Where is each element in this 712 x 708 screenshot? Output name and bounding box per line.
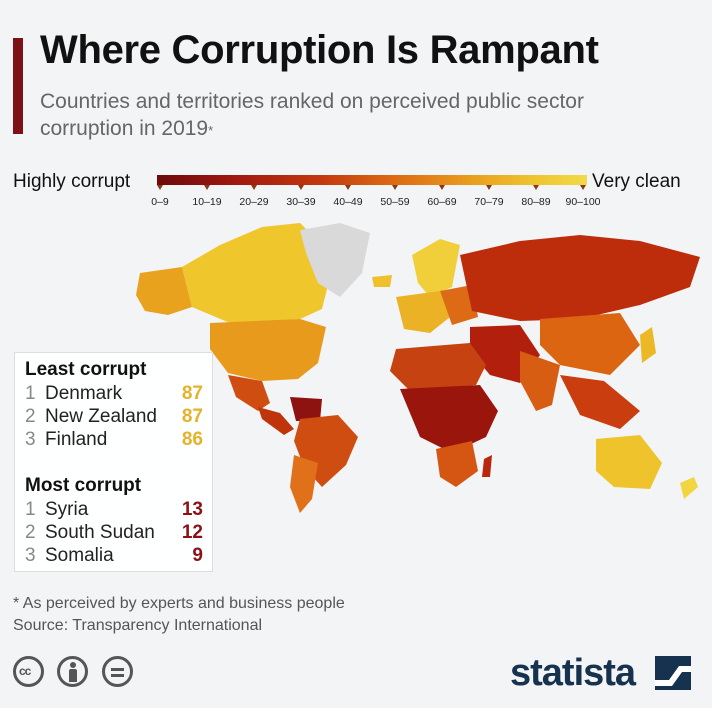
least-corrupt-heading: Least corrupt: [25, 359, 147, 380]
region-canada: [182, 223, 330, 323]
scale-tick: [298, 185, 304, 190]
region-new-zealand: [680, 477, 698, 499]
country-score: 87: [181, 383, 203, 404]
attribution-icon[interactable]: [57, 656, 88, 687]
ranking-legend: Least corrupt 1 Denmark 87 2 New Zealand 8…: [14, 352, 213, 572]
scale-range-label: 40–49: [333, 196, 363, 208]
region-eastern-europe: [440, 285, 478, 325]
region-venezuela: [290, 397, 322, 421]
least-corrupt-row: 1 Denmark 87: [25, 382, 207, 406]
region-greenland: [300, 223, 370, 297]
scale-tick: [580, 185, 586, 190]
statista-logo-text[interactable]: statista: [510, 652, 636, 694]
region-western-europe: [396, 291, 450, 333]
country-name: New Zealand: [45, 406, 157, 427]
scale-range-label: 30–39: [286, 196, 316, 208]
most-corrupt-row: 1 Syria 13: [25, 498, 207, 522]
scale-tick: [345, 185, 351, 190]
region-iceland: [372, 275, 392, 287]
scale-tick: [439, 185, 445, 190]
region-china: [540, 313, 640, 375]
region-russia: [460, 235, 700, 321]
scale-tick: [204, 185, 210, 190]
page-title: Where Corruption Is Rampant: [40, 28, 599, 72]
scale-range-label: 50–59: [380, 196, 410, 208]
rank-number: 1: [25, 499, 36, 520]
subtitle-text: Countries and territories ranked on perc…: [40, 90, 584, 140]
region-southeast-asia: [560, 375, 640, 429]
least-corrupt-row: 3 Finland 86: [25, 428, 207, 452]
region-usa: [210, 319, 326, 381]
footnote-source: Source: Transparency International: [13, 617, 263, 634]
rank-number: 2: [25, 406, 36, 427]
region-south-cone: [290, 455, 318, 513]
region-japan: [640, 327, 656, 363]
most-corrupt-heading: Most corrupt: [25, 475, 142, 496]
region-north-africa: [390, 343, 486, 391]
most-corrupt-row: 3 Somalia 9: [25, 544, 207, 568]
country-name: South Sudan: [45, 522, 155, 543]
no-derivatives-icon[interactable]: [102, 656, 133, 687]
scale-range-label: 20–29: [239, 196, 269, 208]
statista-logo-icon[interactable]: [655, 656, 691, 690]
region-central-africa: [400, 385, 498, 453]
region-mexico: [228, 375, 270, 411]
region-scandinavia: [412, 239, 460, 297]
region-india: [520, 351, 560, 411]
scale-range-label: 60–69: [427, 196, 457, 208]
rank-number: 3: [25, 429, 36, 450]
country-score: 87: [181, 406, 203, 427]
scale-tick: [392, 185, 398, 190]
title-accent-bar: [13, 38, 23, 134]
country-score: 86: [181, 429, 203, 450]
country-name: Syria: [45, 499, 89, 520]
subtitle-footnote-mark: *: [208, 123, 214, 138]
region-southern-africa: [436, 441, 478, 487]
rank-number: 1: [25, 383, 36, 404]
region-madagascar: [482, 455, 492, 477]
least-corrupt-row: 2 New Zealand 87: [25, 405, 207, 429]
footnote: * As perceived by experts and business p…: [13, 593, 345, 637]
scale-tick: [251, 185, 257, 190]
region-central-america: [258, 407, 294, 435]
scale-tick: [157, 185, 163, 190]
scale-range-label: 70–79: [474, 196, 504, 208]
country-name: Finland: [45, 429, 108, 450]
scale-label-highly-corrupt: Highly corrupt: [13, 171, 131, 192]
scale-range-label: 80–89: [521, 196, 551, 208]
world-map: [136, 223, 700, 513]
footnote-note: * As perceived by experts and business p…: [13, 595, 345, 612]
most-corrupt-row: 2 South Sudan 12: [25, 521, 207, 545]
rank-number: 2: [25, 522, 36, 543]
country-score: 12: [181, 522, 203, 543]
page-subtitle: Countries and territories ranked on perc…: [40, 88, 660, 142]
scale-tick: [486, 185, 492, 190]
country-score: 9: [192, 545, 203, 566]
color-scale-bar: [157, 175, 587, 185]
region-alaska: [136, 267, 192, 315]
rank-number: 3: [25, 545, 36, 566]
scale-range-label: 0–9: [151, 196, 169, 208]
country-name: Somalia: [45, 545, 114, 566]
country-score: 13: [181, 499, 203, 520]
scale-label-very-clean: Very clean: [592, 171, 681, 192]
country-name: Denmark: [45, 383, 123, 404]
region-australia: [596, 435, 662, 489]
cc-icon[interactable]: cc: [13, 656, 44, 687]
scale-range-label: 90–100: [565, 196, 601, 208]
scale-range-label: 10–19: [192, 196, 222, 208]
scale-tick: [533, 185, 539, 190]
